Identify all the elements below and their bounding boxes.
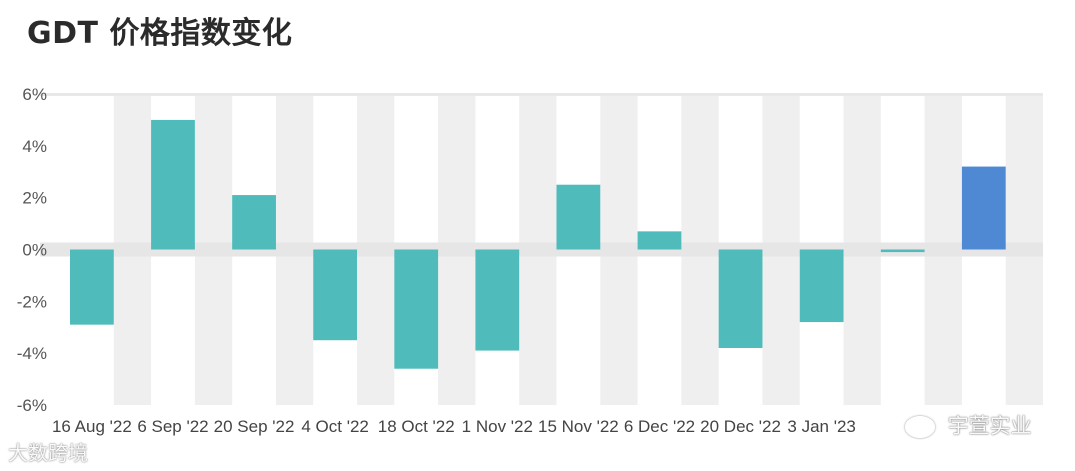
zero-line	[40, 242, 1043, 257]
y-tick-label: -6%	[17, 396, 47, 415]
y-tick-label: 6%	[22, 85, 47, 104]
bars	[70, 119, 1006, 369]
zero-band	[40, 242, 1043, 257]
bar	[394, 249, 439, 369]
wechat-icon	[905, 416, 935, 438]
bar	[313, 249, 358, 341]
bar	[70, 249, 114, 325]
watermark-right-text: 宇萱实业	[947, 414, 1032, 438]
watermark-left-text: 大数跨境	[8, 441, 88, 465]
bar	[880, 249, 925, 253]
y-tick-label: -2%	[17, 292, 47, 311]
x-tick-label: 20 Sep '22	[214, 417, 295, 436]
x-tick-label: 3 Jan '23	[787, 417, 855, 436]
watermark-left: 大数跨境	[8, 437, 88, 466]
watermark-right: 宇萱实业	[905, 410, 1032, 440]
y-tick-label: 0%	[22, 241, 47, 260]
bar	[151, 119, 195, 250]
bar	[799, 249, 844, 323]
bar	[556, 184, 601, 250]
bar	[475, 249, 520, 351]
x-tick-label: 15 Nov '22	[538, 417, 619, 436]
x-tick-label: 4 Oct '22	[301, 417, 369, 436]
top-line	[40, 93, 1043, 96]
bar	[637, 231, 682, 250]
bar	[232, 195, 276, 250]
x-tick-label: 1 Nov '22	[462, 417, 533, 436]
bar	[718, 249, 763, 348]
y-tick-label: 2%	[22, 189, 47, 208]
x-tick-label: 20 Dec '22	[700, 417, 781, 436]
bar	[961, 166, 1006, 250]
x-tick-label: 6 Dec '22	[624, 417, 695, 436]
x-axis-ticks: 16 Aug '22 6 Sep '22 20 Sep '22 4 Oct '22 18…	[52, 417, 856, 436]
x-tick-label: 6 Sep '22	[137, 417, 208, 436]
y-tick-label: -4%	[17, 344, 47, 363]
y-axis-ticks: 6% 4% 2% 0% -2% -4% -6%	[17, 85, 47, 415]
x-tick-label: 18 Oct '22	[378, 417, 455, 436]
chart-title: GDT 价格指数变化	[27, 16, 293, 51]
y-tick-label: 4%	[22, 137, 47, 156]
x-tick-label: 16 Aug '22	[52, 417, 132, 436]
